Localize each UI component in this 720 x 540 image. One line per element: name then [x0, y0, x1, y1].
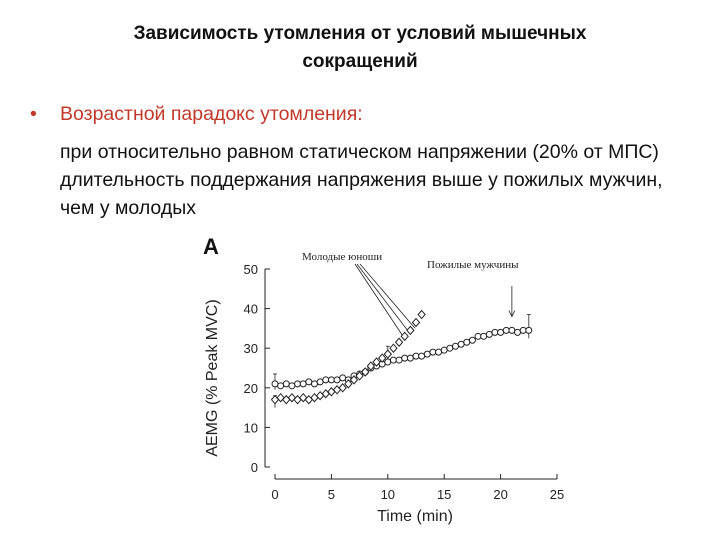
slide-title-line-2: сокращений [302, 51, 418, 72]
data-point-circle [406, 354, 414, 362]
data-point-circle [514, 328, 522, 336]
y-tick-label: 30 [244, 341, 258, 356]
data-point-circle [327, 376, 335, 384]
data-point-circle [389, 356, 397, 364]
x-tick-label: 0 [271, 487, 278, 502]
data-point-diamond [394, 337, 404, 348]
annotation-young-arrow [354, 263, 404, 337]
x-tick-label: 15 [437, 487, 451, 502]
data-point-diamond [411, 317, 421, 328]
slide-title: Зависимость утомления от условий мышечны… [40, 20, 680, 76]
data-point-diamond [361, 367, 370, 377]
data-point-circle [294, 380, 302, 388]
data-point-circle [474, 332, 482, 340]
annotation-young-arrow [359, 263, 416, 329]
data-point-diamond [366, 361, 376, 371]
data-point-circle [497, 328, 505, 336]
data-point-circle [451, 342, 459, 350]
y-axis-label: AEMG (% Peak MVC) [204, 299, 221, 456]
data-point-circle [310, 380, 318, 388]
annotation-young-arrow [356, 263, 410, 333]
data-point-circle [412, 352, 420, 360]
data-point-diamond [377, 353, 387, 363]
data-point-circle [525, 326, 533, 334]
data-point-circle [277, 382, 285, 390]
x-tick-label: 5 [328, 487, 335, 502]
annotation-old-arrowhead [508, 310, 516, 318]
data-point-circle [480, 332, 488, 340]
data-point-circle [519, 326, 527, 334]
panel-label: A [203, 234, 219, 259]
data-point-diamond [389, 343, 398, 353]
data-point-circle [299, 380, 307, 388]
data-point-diamond [372, 357, 381, 367]
data-point-circle [429, 348, 437, 356]
y-tick-label: 40 [244, 302, 258, 317]
data-point-diamond [344, 379, 353, 389]
data-point-circle [457, 340, 465, 348]
data-point-diamond [406, 325, 415, 336]
data-point-circle [395, 356, 403, 364]
annotation-young: Молодые юноши [302, 251, 382, 263]
data-point-circle [271, 380, 279, 388]
x-tick-label: 20 [493, 487, 507, 502]
slide-title-line-1: Зависимость утомления от условий мышечны… [133, 23, 587, 44]
data-point-diamond [349, 375, 359, 385]
data-point-diamond [400, 331, 409, 342]
data-point-circle [468, 336, 476, 344]
data-point-diamond [417, 309, 426, 320]
data-point-circle [384, 358, 392, 366]
data-point-circle [316, 378, 324, 386]
data-point-circle [446, 344, 454, 352]
data-point-circle [463, 338, 471, 346]
data-point-circle [282, 380, 290, 388]
data-point-circle [305, 378, 313, 386]
data-point-circle [485, 330, 493, 338]
bullet-symbol: • [30, 103, 37, 125]
bullet-lead: Возрастной парадокс утомления: [60, 103, 363, 125]
y-tick-label: 10 [244, 420, 258, 435]
x-tick-label: 25 [550, 487, 564, 502]
data-point-circle [491, 328, 499, 336]
data-point-circle [401, 354, 409, 362]
data-point-circle [288, 382, 296, 390]
data-point-circle [508, 326, 516, 334]
y-tick-label: 50 [244, 262, 258, 277]
annotation-old: Пожилые мужчины [427, 259, 519, 271]
data-point-circle [339, 374, 347, 382]
data-point-diamond [338, 383, 347, 393]
data-point-diamond [355, 371, 364, 381]
x-tick-label: 10 [381, 487, 395, 502]
fatigue-chart: A AEMG (% Peak MVC) Time (min) Молодые ю… [203, 234, 565, 525]
plot-area: 0 10 20 30 40 50 0 5 10 15 20 25 [244, 262, 565, 502]
data-point-circle [435, 348, 443, 356]
data-point-circle [418, 352, 426, 360]
y-tick-label: 0 [251, 460, 258, 475]
bullet-body: при относительно равном статическом напр… [60, 141, 663, 219]
data-point-circle [440, 346, 448, 354]
x-axis-label: Time (min) [377, 508, 453, 525]
y-tick-label: 20 [244, 381, 258, 396]
data-point-diamond [383, 349, 392, 359]
data-point-circle [333, 376, 341, 384]
data-point-circle [423, 350, 431, 358]
data-point-circle [502, 326, 510, 334]
data-point-circle [322, 376, 330, 384]
